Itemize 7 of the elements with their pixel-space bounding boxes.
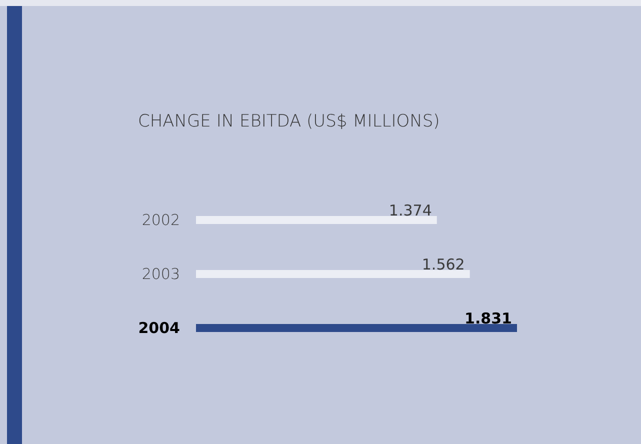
y-tick-label: 2004 <box>138 319 180 337</box>
data-label: 1.831 <box>464 310 512 328</box>
y-tick-label: 2002 <box>142 211 180 229</box>
data-label: 1.374 <box>388 202 432 220</box>
chart-title: CHANGE IN EBITDA (US$ MILLIONS) <box>138 112 440 132</box>
y-tick-label: 2003 <box>142 265 180 283</box>
data-label: 1.562 <box>422 256 465 274</box>
